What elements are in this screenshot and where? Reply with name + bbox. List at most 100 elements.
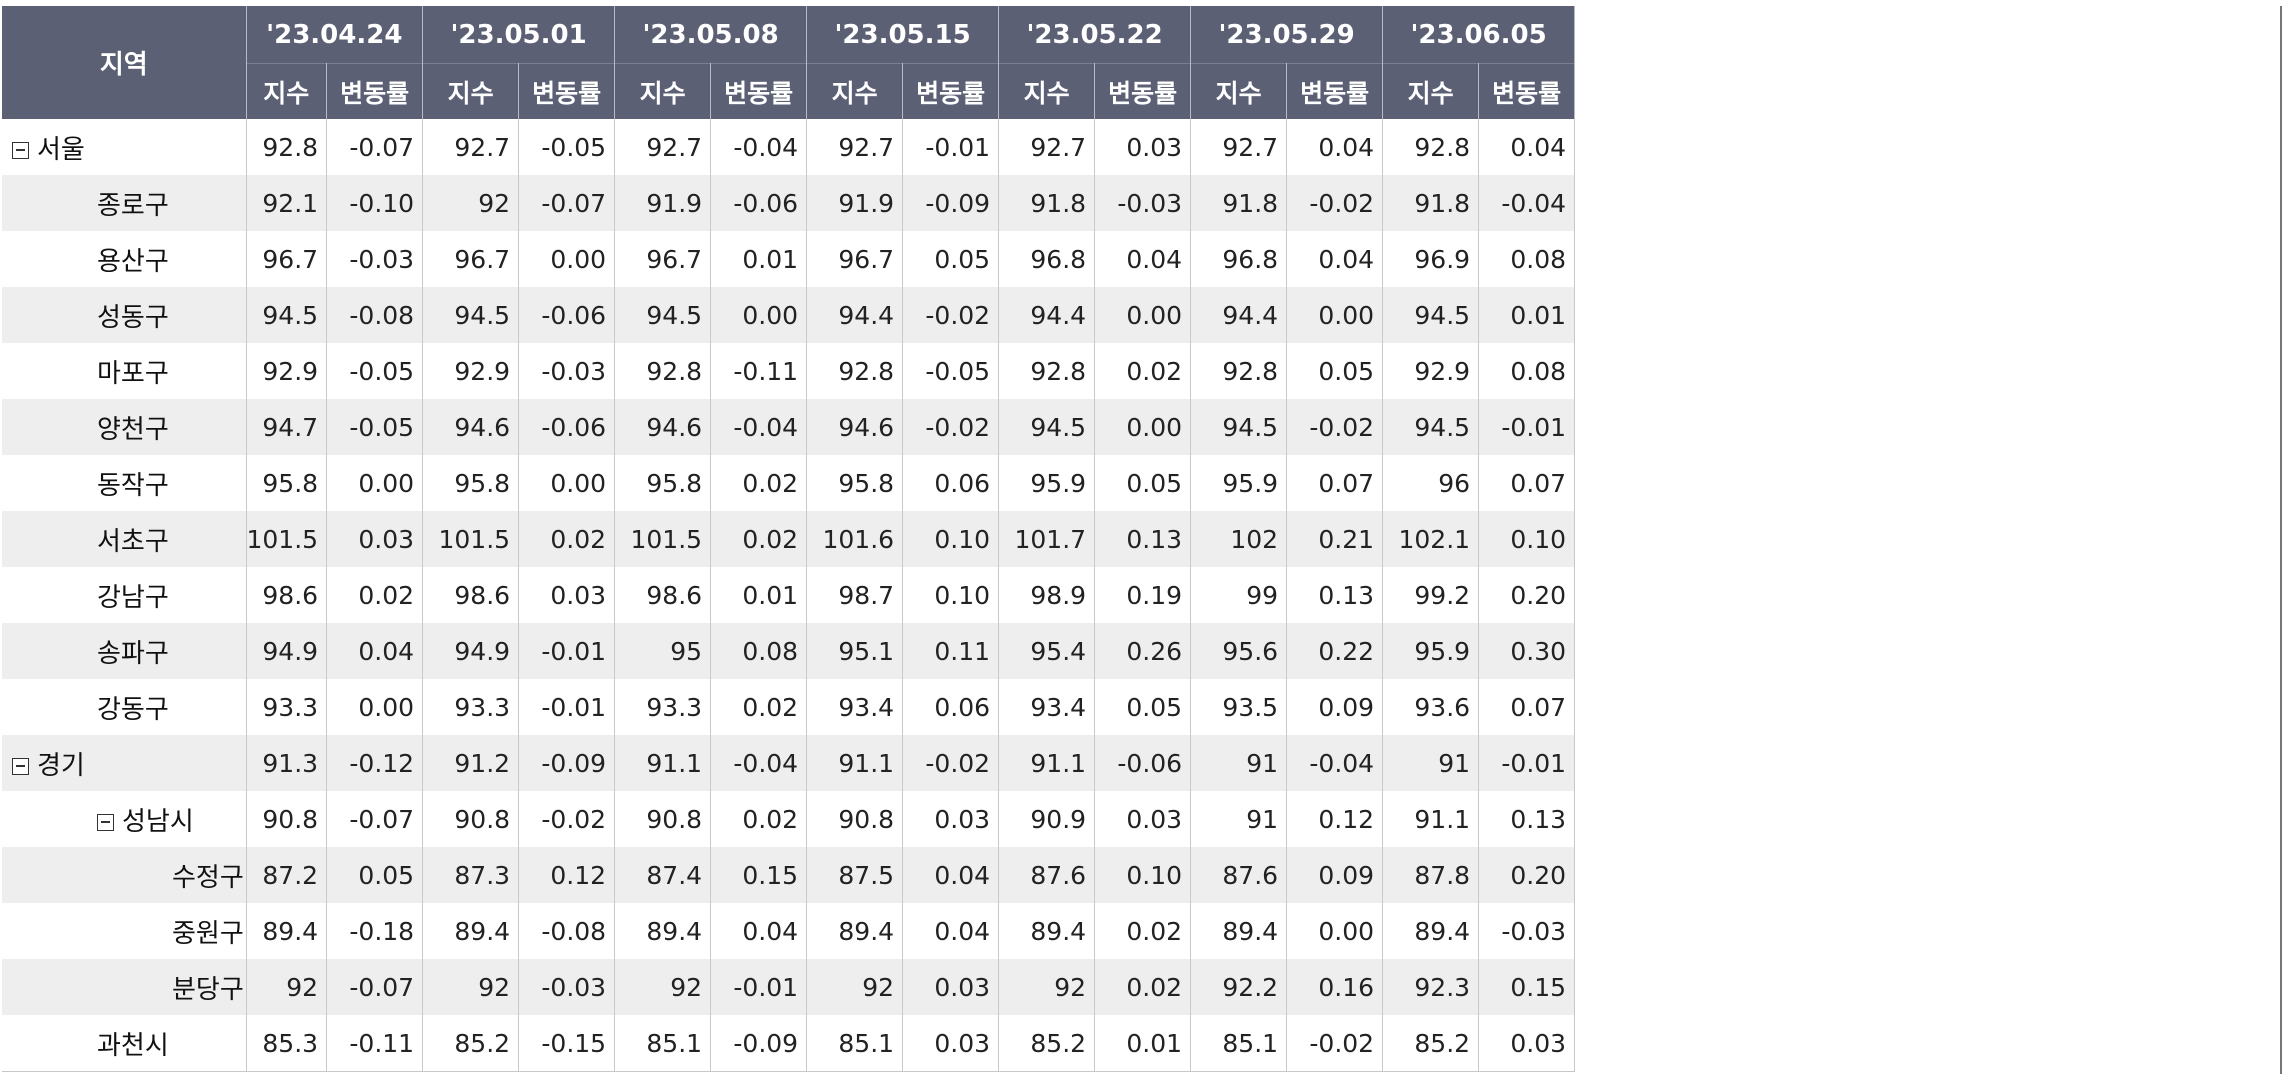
index-value-cell: 95.8	[422, 455, 520, 511]
change-rate-cell: -0.06	[518, 399, 616, 455]
change-rate-cell: 0.05	[326, 847, 424, 903]
table-row[interactable]: 용산구 96.7 -0.03 96.7 0.00 96.7 0.01 96.7 0.05 96.8…	[2, 231, 1576, 287]
index-value-cell: 94.5	[1190, 399, 1288, 455]
date-column-header[interactable]: '23.05.22	[998, 6, 1192, 64]
date-column-header[interactable]: '23.05.15	[806, 6, 1000, 64]
index-value-cell: 95.6	[1190, 623, 1288, 679]
change-rate-cell: -0.04	[710, 119, 808, 175]
collapse-toggle-icon[interactable]	[97, 813, 114, 831]
region-cell[interactable]: 경기	[2, 735, 247, 791]
region-cell: 강동구	[2, 679, 247, 735]
change-rate-cell: -0.01	[902, 119, 1000, 175]
index-value-cell: 95	[614, 623, 712, 679]
index-value-cell: 101.5	[614, 511, 712, 567]
index-value-cell: 91.8	[1190, 175, 1288, 231]
index-value-cell: 92.7	[1190, 119, 1288, 175]
region-cell: 중원구	[2, 903, 247, 959]
index-value-cell: 94.6	[614, 399, 712, 455]
change-rate-cell: -0.10	[326, 175, 424, 231]
table-row[interactable]: 성남시 90.8 -0.07 90.8 -0.02 90.8 0.02 90.8 0.03 90.…	[2, 791, 1576, 847]
index-value-cell: 98.6	[614, 567, 712, 623]
index-value-cell: 85.2	[998, 1015, 1096, 1072]
date-column-header[interactable]: '23.05.08	[614, 6, 808, 64]
index-value-cell: 94.5	[998, 399, 1096, 455]
change-rate-cell: 0.06	[902, 679, 1000, 735]
change-rate-cell: -0.05	[326, 399, 424, 455]
index-value-cell: 90.8	[422, 791, 520, 847]
index-value-cell: 93.3	[246, 679, 328, 735]
index-value-cell: 92.8	[246, 119, 328, 175]
change-rate-cell: 0.03	[518, 567, 616, 623]
index-value-cell: 101.5	[246, 511, 328, 567]
index-value-cell: 98.9	[998, 567, 1096, 623]
change-rate-cell: 0.02	[710, 511, 808, 567]
table-row[interactable]: 수정구 87.2 0.05 87.3 0.12 87.4 0.15 87.5 0.04 87.6 0…	[2, 847, 1576, 903]
change-rate-cell: 0.00	[1094, 399, 1192, 455]
change-rate-subheader: 변동률	[1094, 63, 1192, 119]
change-rate-cell: -0.02	[902, 735, 1000, 791]
collapse-toggle-icon[interactable]	[12, 757, 29, 775]
change-rate-cell: -0.04	[710, 735, 808, 791]
change-rate-cell: 0.26	[1094, 623, 1192, 679]
change-rate-cell: 0.07	[1286, 455, 1384, 511]
index-value-cell: 92.7	[806, 119, 904, 175]
region-column-header[interactable]: 지역	[2, 6, 247, 119]
table-row[interactable]: 중원구 89.4 -0.18 89.4 -0.08 89.4 0.04 89.4 0.04 89.…	[2, 903, 1576, 959]
index-value-cell: 93.3	[422, 679, 520, 735]
index-value-cell: 90.9	[998, 791, 1096, 847]
change-rate-cell: -0.15	[518, 1015, 616, 1072]
table-row[interactable]: 양천구 94.7 -0.05 94.6 -0.06 94.6 -0.04 94.6 -0.02 9…	[2, 399, 1576, 455]
table-row[interactable]: 과천시 85.3 -0.11 85.2 -0.15 85.1 -0.09 85.1 0.03 85…	[2, 1015, 1576, 1072]
table-row[interactable]: 분당구 92 -0.07 92 -0.03 92 -0.01 92 0.03 92 0.02 92.2…	[2, 959, 1576, 1015]
change-rate-cell: -0.02	[1286, 175, 1384, 231]
table-row[interactable]: 종로구 92.1 -0.10 92 -0.07 91.9 -0.06 91.9 -0.09 91.…	[2, 175, 1576, 231]
change-rate-cell: -0.06	[710, 175, 808, 231]
collapse-toggle-icon[interactable]	[12, 141, 29, 159]
region-cell[interactable]: 서울	[2, 119, 247, 175]
table-row[interactable]: 마포구 92.9 -0.05 92.9 -0.03 92.8 -0.11 92.8 -0.05 9…	[2, 343, 1576, 399]
change-rate-cell: 0.08	[710, 623, 808, 679]
table-row[interactable]: 서초구 101.5 0.03 101.5 0.02 101.5 0.02 101.6 0.10 1…	[2, 511, 1576, 567]
change-rate-cell: -0.07	[518, 175, 616, 231]
change-rate-cell: 0.08	[1478, 343, 1576, 399]
index-value-cell: 95.8	[806, 455, 904, 511]
change-rate-subheader: 변동률	[326, 63, 424, 119]
index-value-cell: 89.4	[1190, 903, 1288, 959]
index-value-cell: 91.8	[1382, 175, 1480, 231]
index-value-cell: 94.9	[422, 623, 520, 679]
index-value-cell: 92.3	[1382, 959, 1480, 1015]
index-value-cell: 85.3	[246, 1015, 328, 1072]
change-rate-cell: 0.04	[710, 903, 808, 959]
date-column-header[interactable]: '23.05.29	[1190, 6, 1384, 64]
region-cell: 양천구	[2, 399, 247, 455]
index-value-cell: 96.8	[998, 231, 1096, 287]
change-rate-cell: -0.08	[518, 903, 616, 959]
index-value-cell: 98.6	[246, 567, 328, 623]
region-cell[interactable]: 성남시	[2, 791, 247, 847]
index-value-cell: 85.1	[1190, 1015, 1288, 1072]
change-rate-cell: -0.06	[1094, 735, 1192, 791]
index-value-cell: 93.6	[1382, 679, 1480, 735]
table-row[interactable]: 강남구 98.6 0.02 98.6 0.03 98.6 0.01 98.7 0.10 98.9 0…	[2, 567, 1576, 623]
date-column-header[interactable]: '23.06.05	[1382, 6, 1576, 64]
table-row[interactable]: 강동구 93.3 0.00 93.3 -0.01 93.3 0.02 93.4 0.06 93.4…	[2, 679, 1576, 735]
change-rate-cell: 0.00	[326, 679, 424, 735]
date-column-header[interactable]: '23.05.01	[422, 6, 616, 64]
index-subheader: 지수	[1190, 63, 1288, 119]
index-value-cell: 92	[806, 959, 904, 1015]
index-value-cell: 92.9	[1382, 343, 1480, 399]
region-name: 서초구	[97, 526, 169, 557]
table-row[interactable]: 송파구 94.9 0.04 94.9 -0.01 95 0.08 95.1 0.11 95.4 0.…	[2, 623, 1576, 679]
index-value-cell: 99.2	[1382, 567, 1480, 623]
table-row[interactable]: 성동구 94.5 -0.08 94.5 -0.06 94.5 0.00 94.4 -0.02 94…	[2, 287, 1576, 343]
change-rate-cell: 0.00	[1286, 287, 1384, 343]
change-rate-cell: -0.07	[326, 959, 424, 1015]
table-row[interactable]: 동작구 95.8 0.00 95.8 0.00 95.8 0.02 95.8 0.06 95.9 0…	[2, 455, 1576, 511]
region-name: 성남시	[122, 806, 194, 837]
date-column-header[interactable]: '23.04.24	[246, 6, 424, 64]
table-row[interactable]: 서울 92.8 -0.07 92.7 -0.05 92.7 -0.04 92.7 -0.01 92…	[2, 119, 1576, 175]
change-rate-cell: 0.02	[326, 567, 424, 623]
change-rate-cell: -0.03	[518, 959, 616, 1015]
region-name: 경기	[37, 750, 85, 781]
table-row[interactable]: 경기 91.3 -0.12 91.2 -0.09 91.1 -0.04 91.1 -0.02 91…	[2, 735, 1576, 791]
